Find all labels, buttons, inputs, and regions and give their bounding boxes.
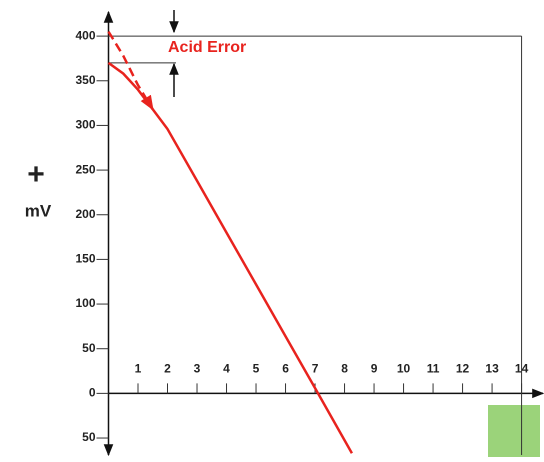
y-tick-label: 350 — [75, 73, 95, 87]
y-tick-label: 0 — [89, 386, 96, 400]
x-tick-label: 2 — [164, 362, 171, 376]
x-tick-label: 8 — [341, 362, 348, 376]
x-tick-label: 13 — [485, 362, 499, 376]
y-tick-label: 200 — [75, 207, 95, 221]
y-label: mV — [25, 201, 52, 220]
y-tick-label: 250 — [75, 162, 95, 176]
series-line — [107, 30, 154, 111]
y-label-sign: + — [27, 158, 45, 191]
series-line — [107, 61, 353, 454]
y-tick-label: 300 — [75, 118, 95, 132]
y-tick-label: 400 — [75, 28, 95, 42]
x-tick-label: 14 — [515, 362, 529, 376]
x-tick-label: 1 — [135, 362, 142, 376]
indicator-square — [488, 405, 540, 457]
y-tick-label: 50 — [82, 341, 96, 355]
x-tick-label: 7 — [312, 362, 319, 376]
y-tick-label: 100 — [75, 296, 95, 310]
x-tick-label: 10 — [397, 362, 411, 376]
y-tick-label: 50 — [82, 430, 96, 444]
y-tick-label: 150 — [75, 252, 95, 266]
x-tick-label: 4 — [223, 362, 230, 376]
x-tick-label: 11 — [427, 362, 440, 376]
x-tick-label: 3 — [194, 362, 201, 376]
x-tick-label: 12 — [456, 362, 470, 376]
x-tick-label: 5 — [253, 362, 260, 376]
x-tick-label: 9 — [371, 362, 378, 376]
annotation: Acid Error — [168, 39, 246, 56]
x-tick-label: 6 — [282, 362, 289, 376]
